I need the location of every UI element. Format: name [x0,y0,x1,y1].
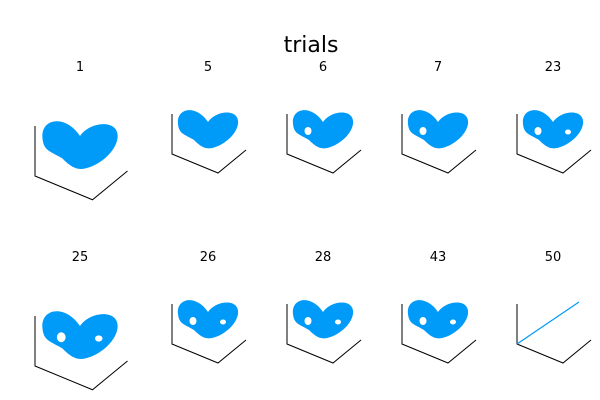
panel-label: 25 [72,250,89,265]
chart-title: trials [284,33,339,58]
panel-50: 50 [516,250,592,364]
attractor-trajectory [42,311,118,359]
panel-7: 7 [401,60,477,174]
attractor-hole [335,319,341,325]
axis-box [34,316,128,391]
axis-box [171,304,247,364]
axis-box [516,304,592,364]
panel-28: 28 [286,250,362,364]
axis-box [286,114,362,174]
panel-23: 23 [516,60,592,174]
panel-label: 43 [430,250,447,265]
panels-grid: 1 5 6 7 23 25 26 28 43 50 [34,60,592,391]
attractor-hole [189,317,197,325]
panel-label: 23 [545,60,562,75]
attractor-trajectory [292,300,354,339]
panel-label: 5 [204,60,212,75]
axis-box [516,114,592,174]
panel-label: 1 [76,60,84,75]
attractor-trajectory [42,121,118,169]
attractor-hole [419,317,427,325]
panel-5: 5 [171,60,247,174]
attractor-trajectory [292,110,354,149]
attractor-trajectory [522,110,584,149]
axis-box [401,304,477,364]
axis-box [34,126,128,201]
panel-label: 26 [200,250,217,265]
attractor-trajectory [407,110,469,149]
panel-6: 6 [286,60,362,174]
attractor-hole [304,317,312,325]
panel-1: 1 [34,60,128,201]
axis-box [286,304,362,364]
axis-box [401,114,477,174]
panel-label: 28 [315,250,332,265]
attractor-trajectory [177,300,239,339]
attractor-hole [450,319,456,325]
attractor-hole [304,127,312,135]
series-line [516,301,580,345]
attractor-trajectory [177,110,239,149]
attractor-hole [95,335,103,342]
attractor-hole [565,129,571,135]
panel-label: 7 [434,60,442,75]
panel-label: 50 [545,250,562,265]
attractor-hole [534,127,542,135]
attractor-hole [419,127,427,135]
panel-25: 25 [34,250,128,391]
attractor-hole [220,319,226,325]
panel-43: 43 [401,250,477,364]
attractor-trajectory [407,300,469,339]
axis-box [171,114,247,174]
panel-label: 6 [319,60,327,75]
attractor-hole [56,332,66,343]
panel-26: 26 [171,250,247,364]
